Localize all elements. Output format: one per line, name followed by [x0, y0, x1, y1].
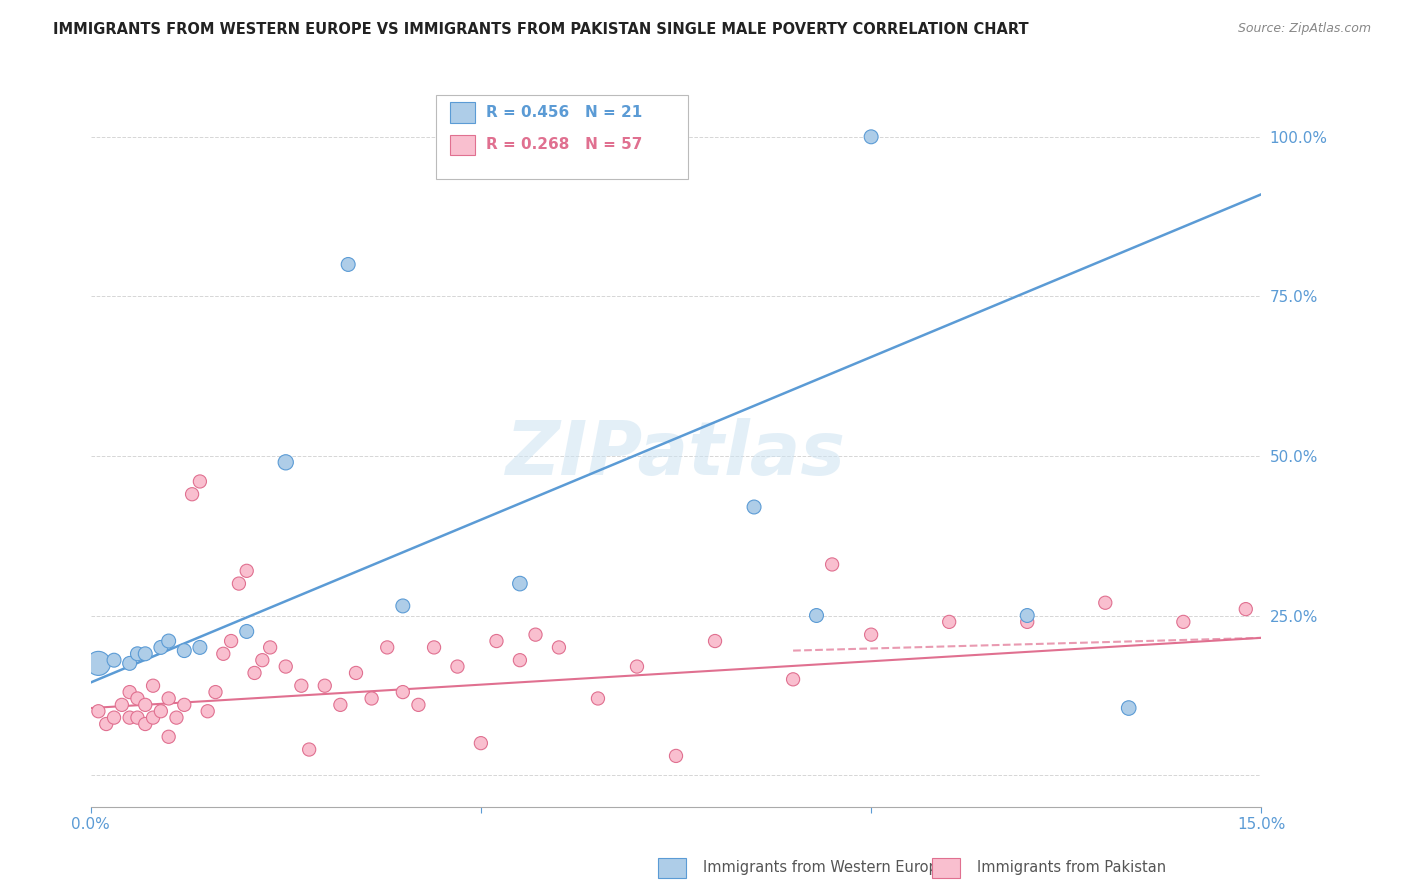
Point — [337, 257, 360, 271]
Point — [586, 691, 609, 706]
Point — [1017, 615, 1039, 629]
Point — [252, 653, 274, 667]
Point — [524, 627, 547, 641]
Point — [423, 640, 446, 655]
Point — [1173, 615, 1195, 629]
Point — [290, 679, 312, 693]
Point — [87, 704, 110, 718]
Point — [1234, 602, 1257, 616]
FancyBboxPatch shape — [450, 103, 475, 123]
Point — [610, 136, 633, 151]
Point — [127, 647, 149, 661]
Text: IMMIGRANTS FROM WESTERN EUROPE VS IMMIGRANTS FROM PAKISTAN SINGLE MALE POVERTY C: IMMIGRANTS FROM WESTERN EUROPE VS IMMIGR… — [53, 22, 1029, 37]
Point — [509, 653, 531, 667]
Point — [235, 564, 257, 578]
Text: Source: ZipAtlas.com: Source: ZipAtlas.com — [1237, 22, 1371, 36]
Point — [274, 455, 297, 469]
Point — [344, 665, 367, 680]
Point — [173, 698, 195, 712]
Point — [235, 624, 257, 639]
Point — [375, 640, 398, 655]
Point — [127, 711, 149, 725]
Point — [142, 679, 165, 693]
Point — [665, 748, 688, 763]
Point — [938, 615, 960, 629]
Point — [860, 129, 883, 144]
Point — [821, 558, 844, 572]
Point — [329, 698, 352, 712]
Text: ZIPatlas: ZIPatlas — [506, 418, 846, 491]
Point — [157, 730, 180, 744]
Point — [360, 691, 382, 706]
Point — [704, 634, 727, 648]
Point — [243, 665, 266, 680]
Point — [392, 685, 415, 699]
Text: R = 0.268   N = 57: R = 0.268 N = 57 — [486, 137, 643, 153]
Point — [157, 634, 180, 648]
Point — [860, 627, 883, 641]
Point — [212, 647, 235, 661]
Point — [118, 711, 141, 725]
Point — [548, 136, 571, 151]
Text: Immigrants from Western Europe: Immigrants from Western Europe — [703, 860, 946, 874]
Point — [127, 691, 149, 706]
Point — [188, 475, 211, 489]
Point — [626, 659, 648, 673]
Point — [742, 500, 765, 514]
Point — [548, 640, 571, 655]
Point — [470, 736, 492, 750]
Point — [204, 685, 226, 699]
Point — [134, 647, 156, 661]
Point — [118, 657, 141, 671]
Point — [392, 599, 415, 613]
Point — [173, 643, 195, 657]
Point — [228, 576, 250, 591]
Point — [149, 704, 172, 718]
Point — [87, 657, 110, 671]
Point — [142, 711, 165, 725]
Point — [298, 742, 321, 756]
Point — [1017, 608, 1039, 623]
Point — [219, 634, 242, 648]
Point — [408, 698, 430, 712]
Point — [197, 704, 219, 718]
Point — [181, 487, 204, 501]
Point — [188, 640, 211, 655]
Point — [118, 685, 141, 699]
Point — [259, 640, 281, 655]
Point — [149, 640, 172, 655]
Point — [274, 659, 297, 673]
Point — [103, 653, 125, 667]
Point — [509, 576, 531, 591]
Point — [485, 634, 508, 648]
Point — [157, 691, 180, 706]
Point — [111, 698, 134, 712]
Point — [1118, 701, 1140, 715]
Point — [134, 717, 156, 731]
Text: Immigrants from Pakistan: Immigrants from Pakistan — [977, 860, 1167, 874]
Point — [1094, 596, 1116, 610]
FancyBboxPatch shape — [450, 135, 475, 155]
Point — [166, 711, 188, 725]
Point — [134, 698, 156, 712]
Point — [103, 711, 125, 725]
FancyBboxPatch shape — [436, 95, 688, 179]
Point — [782, 673, 804, 687]
Point — [806, 608, 828, 623]
Text: R = 0.456   N = 21: R = 0.456 N = 21 — [486, 105, 643, 120]
Point — [96, 717, 118, 731]
Point — [446, 659, 468, 673]
Point — [314, 679, 336, 693]
